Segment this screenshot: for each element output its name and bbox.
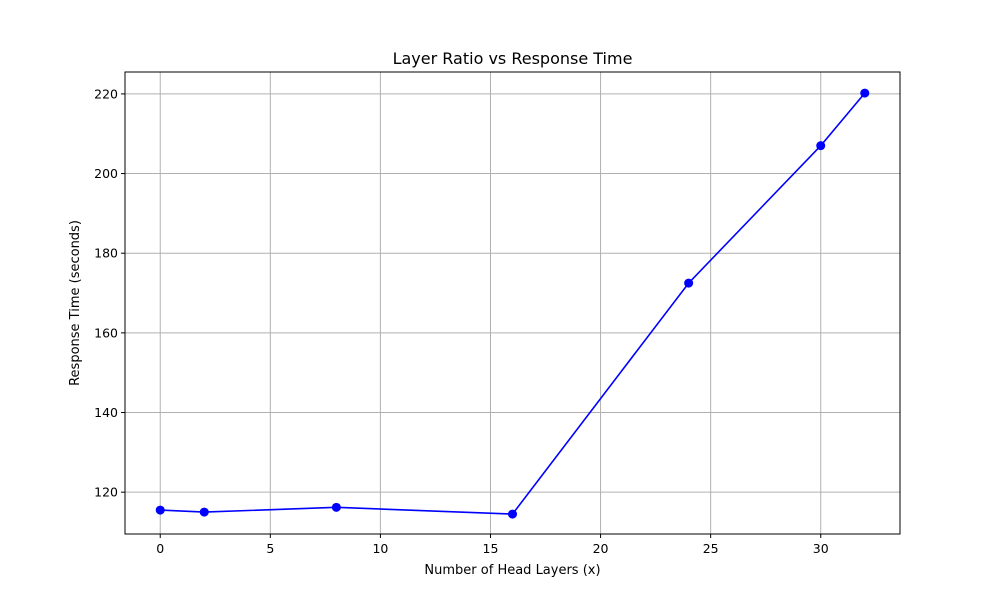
- data-point: [684, 278, 694, 288]
- chart-title: Layer Ratio vs Response Time: [393, 49, 633, 68]
- data-point: [199, 507, 209, 517]
- x-axis-label: Number of Head Layers (x): [424, 563, 600, 578]
- x-tick-label: 25: [703, 541, 719, 556]
- y-axis-label: Response Time (seconds): [68, 220, 83, 386]
- y-tick-label: 140: [94, 405, 118, 420]
- x-tick-label: 15: [483, 541, 499, 556]
- data-point: [508, 509, 517, 519]
- data-point: [155, 505, 165, 515]
- series-line: [155, 88, 870, 519]
- x-tick-label: 10: [372, 541, 388, 556]
- y-tick-label: 180: [94, 246, 118, 261]
- y-tick-label: 200: [94, 166, 118, 181]
- data-point: [816, 141, 826, 151]
- x-tick-label: 20: [593, 541, 609, 556]
- y-tick-label: 160: [94, 325, 118, 340]
- plot-frame: [124, 71, 901, 535]
- x-tick-label: 0: [156, 541, 164, 556]
- series-polyline: [160, 92, 866, 515]
- data-point: [331, 502, 341, 512]
- data-point: [860, 88, 870, 98]
- grid-lines: [125, 72, 900, 534]
- x-tick-label: 30: [813, 541, 829, 556]
- axis-ticks: 0 5 10 15 20 25 30 120 140 160 180 200 220: [94, 86, 829, 556]
- y-tick-label: 220: [94, 86, 118, 101]
- x-tick-label: 5: [266, 541, 274, 556]
- y-tick-label: 120: [94, 485, 118, 500]
